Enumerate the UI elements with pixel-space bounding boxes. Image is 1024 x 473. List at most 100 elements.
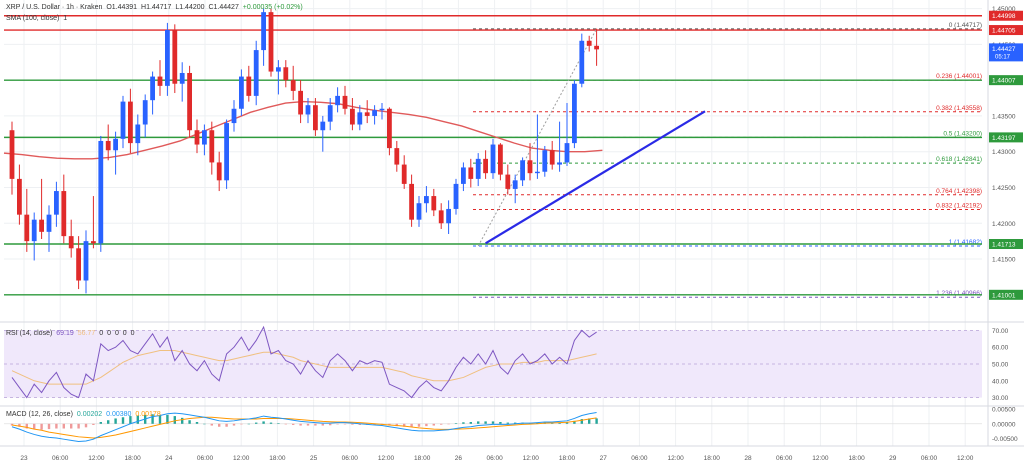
macd-histogram-bar: [336, 423, 339, 425]
candle-body: [453, 183, 459, 209]
macd-histogram-bar: [588, 418, 591, 424]
fib-level-label: 0.832 (1.42192): [936, 203, 982, 210]
fib-level-label: 0.618 (1.42841): [936, 156, 982, 163]
macd-histogram-bar: [269, 422, 273, 424]
macd-histogram-bar: [70, 423, 73, 429]
x-tick-label: 06:00: [197, 455, 214, 462]
x-tick-label: 27: [600, 455, 608, 462]
macd-signal-line: [11, 416, 597, 439]
countdown-label: 05:17: [995, 54, 1011, 60]
candle-body: [172, 30, 178, 84]
candle-body: [246, 76, 252, 96]
macd-histogram-bar: [107, 420, 110, 424]
macd-histogram-bar: [210, 423, 213, 426]
macd-histogram-bar: [136, 415, 139, 424]
candle-body: [17, 178, 22, 215]
macd-histogram-bar: [218, 423, 221, 427]
candle-body: [290, 80, 296, 91]
candle-body: [202, 130, 207, 145]
rsi-legend: RSI (14, close) 69.19 56.77 0 0 0 0 0: [6, 330, 135, 337]
candle-body: [505, 174, 511, 189]
candle-body: [83, 241, 89, 281]
candle-body: [142, 100, 148, 125]
macd-histogram-bar: [484, 421, 487, 424]
fib-level-label: 0 (1.44717): [949, 22, 982, 29]
price-axis-label: 1.41500: [992, 257, 1016, 264]
rsi-zero-1: 0: [99, 330, 104, 337]
macd-histogram-bar: [247, 423, 250, 425]
macd-histogram-bar: [129, 416, 132, 424]
candle-body: [157, 76, 163, 86]
candle-body: [120, 101, 126, 139]
candle-body: [268, 12, 274, 72]
x-tick-label: 12:00: [667, 455, 684, 462]
macd-histogram-bar: [166, 414, 169, 424]
candle-body: [372, 110, 377, 116]
macd-histogram-bar: [284, 423, 287, 425]
macd-histogram-bar: [351, 423, 354, 425]
level-price-tag: [989, 25, 1023, 36]
level-price-tag-label: 1.44998: [992, 13, 1016, 20]
macd-histogram-bar: [47, 423, 51, 430]
candle-body: [475, 158, 481, 179]
macd-histogram-bar: [195, 422, 199, 424]
candle-body: [231, 108, 237, 124]
x-tick-label: 12:00: [957, 455, 974, 462]
candle-body: [135, 124, 141, 144]
candle-body: [68, 236, 74, 249]
candle-body: [431, 196, 437, 211]
macd-histogram-bar: [491, 421, 495, 424]
candle-body: [357, 112, 363, 125]
open-value: O1.44391: [106, 4, 138, 11]
macd-hist-value: 0.00202: [76, 411, 103, 418]
x-tick-label: 18:00: [704, 455, 721, 462]
rsi-zero-5: 0: [130, 330, 135, 337]
macd-histogram-bar: [232, 423, 236, 426]
candle-body: [387, 108, 392, 149]
x-tick-label: 28: [744, 455, 752, 462]
candle-body: [424, 196, 429, 204]
candle-body: [313, 105, 318, 131]
macd-histogram-bar: [92, 423, 95, 425]
macd-histogram-bar: [255, 422, 258, 424]
macd-histogram-bar: [262, 421, 265, 424]
rsi-zero-3: 0: [114, 330, 119, 337]
candle-body: [179, 72, 185, 84]
macd-histogram-bar: [314, 423, 317, 426]
candle-body: [276, 67, 281, 72]
x-tick-label: 26: [455, 455, 463, 462]
x-tick-label: 18:00: [559, 455, 576, 462]
x-tick-label: 12:00: [88, 455, 105, 462]
x-tick-label: 18:00: [124, 455, 141, 462]
candle-body: [54, 191, 59, 215]
low-value: L1.44200: [175, 4, 205, 11]
rsi-line: [11, 325, 597, 399]
macd-legend: MACD (12, 26, close) 0.00202 0.00380 0.0…: [6, 411, 161, 418]
price-axis-label: 1.43500: [992, 113, 1016, 120]
macd-histogram-bar: [158, 414, 162, 424]
candle-body: [461, 167, 466, 184]
macd-histogram-bar: [425, 423, 428, 427]
bullish-trendline: [485, 110, 706, 245]
rsi-axis-label: 60.00: [992, 345, 1009, 352]
candle-body: [438, 210, 444, 224]
candle-body: [483, 158, 488, 174]
level-price-tag-label: 1.41713: [992, 242, 1016, 249]
symbol-title: XRP / U.S. Dollar · 1h · Kraken: [6, 4, 103, 11]
candle-body: [9, 130, 15, 179]
x-tick-label: 29: [889, 455, 897, 462]
sma-legend: SMA (100, close) 1: [6, 15, 67, 22]
candle-body: [24, 214, 30, 242]
macd-line: [11, 412, 597, 443]
fib-level-label: 1 (1.41682): [949, 239, 982, 246]
macd-histogram-bar: [410, 423, 413, 428]
macd-histogram-bar: [514, 422, 517, 424]
macd-histogram-bar: [343, 423, 347, 425]
macd-histogram-bar: [292, 423, 295, 425]
x-tick-label: 18:00: [414, 455, 431, 462]
level-price-tag-label: 1.41001: [992, 292, 1016, 299]
macd-histogram-bar: [40, 423, 43, 430]
candle-body: [379, 108, 385, 111]
